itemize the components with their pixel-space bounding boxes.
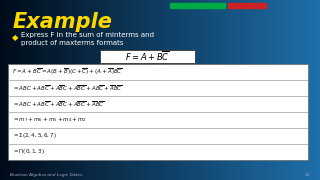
Text: $= \Pi(0,1,3)$: $= \Pi(0,1,3)$ (12, 147, 45, 156)
Text: $F = A + B\overline{C}$: $F = A + B\overline{C}$ (125, 50, 170, 64)
Text: Boolean Algebra and Logic Gates: Boolean Algebra and Logic Gates (10, 173, 82, 177)
Text: $= \Sigma(2,4,5,6,7)$: $= \Sigma(2,4,5,6,7)$ (12, 132, 57, 141)
Text: $= ABC + AB\overline{C} + A\overline{B}C + A\overline{B}\overline{C} + AB\overli: $= ABC + AB\overline{C} + A\overline{B}C… (12, 83, 123, 93)
Text: $= ABC + AB\overline{C} + A\overline{B}C + A\overline{B}\overline{C} + \overline: $= ABC + AB\overline{C} + A\overline{B}C… (12, 99, 105, 109)
Text: 21: 21 (305, 173, 310, 177)
Text: Example: Example (13, 12, 113, 32)
Bar (8, 64, 308, 160)
Bar (170, 3, 225, 8)
Bar (228, 3, 266, 8)
Text: Express F in the sum of minterms and
product of maxterms formats: Express F in the sum of minterms and pro… (21, 32, 154, 46)
Bar (100, 50, 195, 63)
Text: $= m_7 + m_6 + m_5 + m_4 + m_2$: $= m_7 + m_6 + m_5 + m_4 + m_2$ (12, 116, 87, 124)
Text: $F = A + B\overline{C} = A(B+\overline{B})(C+\overline{C})+(A+\overline{A})B\ove: $F = A + B\overline{C} = A(B+\overline{B… (12, 67, 123, 77)
Text: ◆: ◆ (12, 33, 19, 42)
